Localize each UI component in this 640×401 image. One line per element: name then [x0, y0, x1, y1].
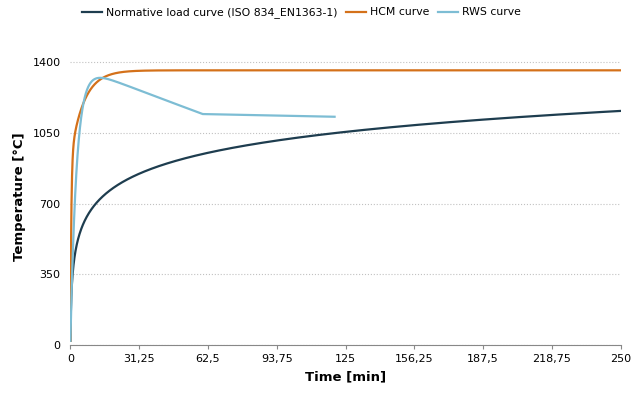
Y-axis label: Temperature [°C]: Temperature [°C] [13, 132, 26, 261]
X-axis label: Time [min]: Time [min] [305, 371, 386, 384]
Legend: Normative load curve (ISO 834_EN1363-1), HCM curve, RWS curve: Normative load curve (ISO 834_EN1363-1),… [78, 3, 525, 23]
